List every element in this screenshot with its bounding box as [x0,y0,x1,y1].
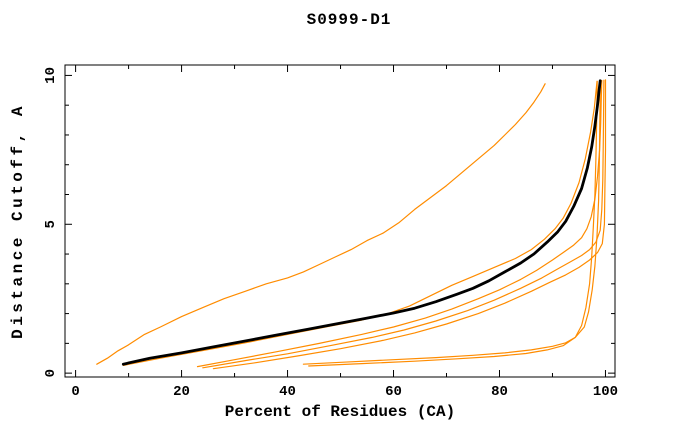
y-axis-title: Distance Cutoff, A [9,103,27,339]
curve-model-e [212,79,607,370]
curve-model-a [96,83,546,365]
x-tick-label: 100 [593,384,618,400]
curve-highlight-model [121,79,602,366]
curve-model-c [196,79,603,368]
curve-model-b [122,80,598,366]
x-tick-label: 20 [173,384,190,400]
curve-model-g [308,80,602,367]
x-tick-label: 0 [71,384,79,400]
curve-model-d [202,79,605,369]
x-tick-label: 80 [491,384,508,400]
x-axis-title: Percent of Residues (CA) [225,403,455,421]
plot-frame [64,64,616,378]
chart-title: S0999-D1 [307,11,392,29]
x-tick-label: 40 [279,384,296,400]
y-tick-label: 10 [43,67,59,84]
y-tick-label: 0 [43,369,59,377]
y-tick-label: 5 [43,220,59,228]
x-tick-label: 60 [385,384,402,400]
